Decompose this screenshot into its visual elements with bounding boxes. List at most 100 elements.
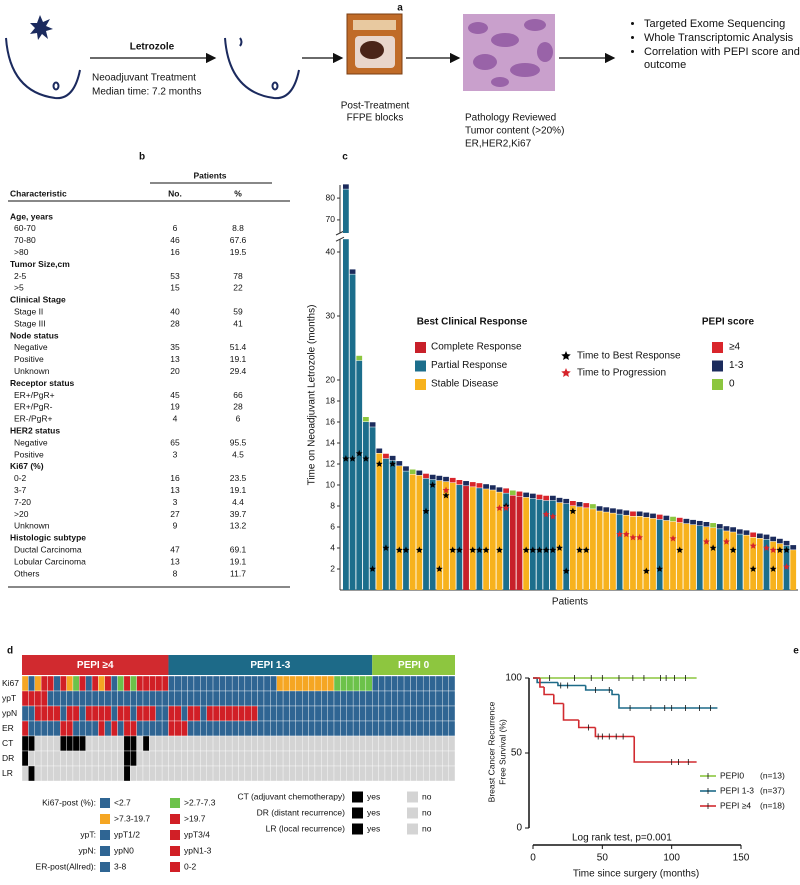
bar: [756, 538, 763, 590]
heatmap-cell: [72, 735, 80, 752]
pepi-cap: [523, 492, 530, 498]
heatmap-cell: [28, 690, 35, 707]
legend-label: PEPI 1-3: [720, 785, 754, 795]
bar: [403, 471, 409, 590]
table-cell: 23.5: [230, 473, 247, 483]
heatmap-cell: [168, 705, 175, 722]
heatmap-cell: [66, 690, 74, 707]
table-cell: 69.1: [230, 544, 247, 554]
y-tick-label: 18: [326, 395, 336, 405]
heatmap-cell: [91, 750, 99, 767]
heatmap-cell: [435, 690, 443, 707]
heatmap-cell: [295, 765, 303, 782]
heatmap-cell: [28, 750, 35, 767]
heatmap-cell: [72, 675, 80, 692]
heatmap-cell: [276, 705, 284, 722]
breast-outline: [224, 37, 300, 100]
bar: [456, 485, 463, 590]
heatmap-cell: [104, 675, 112, 692]
heatmap-cell: [308, 750, 316, 767]
heatmap-cell: [442, 750, 449, 767]
heatmap-cell: [21, 675, 29, 692]
heatmap-cell: [123, 675, 131, 692]
heatmap-cell: [282, 765, 290, 782]
pepi-cap: [516, 491, 523, 497]
table-cell: Unknown: [14, 521, 50, 531]
heatmap-cell: [422, 750, 430, 767]
bar: [549, 500, 556, 590]
nipple: [52, 81, 60, 91]
table-cell: 46: [170, 235, 180, 245]
pepi-cap: [730, 527, 737, 532]
heatmap-cell: [28, 765, 35, 782]
heatmap-cell: [295, 705, 303, 722]
pepi-cap: [449, 477, 456, 483]
best-response-marker: [389, 460, 397, 467]
heatmap-cell: [85, 690, 93, 707]
best-response-marker: [362, 455, 370, 462]
heatmap-cell: [244, 690, 252, 707]
heatmap-cell: [308, 690, 316, 707]
heatmap-cell: [251, 690, 258, 707]
table-cell: 39.7: [230, 509, 247, 519]
heatmap-cell: [270, 750, 277, 767]
heatmap-cell: [263, 765, 271, 782]
heatmap-cell: [352, 690, 360, 707]
legend-label: >2.7-7.3: [184, 797, 216, 807]
bar: [676, 522, 683, 590]
heatmap-cell: [142, 690, 150, 707]
block-caption: Post-Treatment: [341, 101, 410, 112]
progression-marker: [723, 538, 730, 545]
table-cell: Lobular Carcinoma: [14, 556, 86, 566]
best-response-marker: [496, 546, 503, 554]
y-tick-label: 20: [326, 374, 336, 384]
heatmap-cell: [60, 675, 67, 692]
y-axis-title: Time on Neoadjuvant Letrozole (months): [307, 305, 318, 486]
legend-swatch: [712, 379, 723, 390]
table-cell: Negative: [14, 437, 48, 447]
best-response-marker: [375, 460, 383, 467]
heatmap-cell: [155, 720, 163, 737]
pepi-cap: [436, 475, 443, 481]
progression-marker: [763, 544, 770, 551]
pepi-cap: [670, 516, 676, 522]
heatmap-cell: [212, 675, 220, 692]
table-cell: 13: [170, 354, 180, 364]
table-cell: 15: [170, 283, 180, 293]
legend-label: Stable Disease: [431, 379, 499, 390]
legend-label: (n=37): [760, 785, 785, 795]
y-tick-label: 30: [326, 310, 336, 320]
heatmap-cell: [397, 765, 405, 782]
block-label: [353, 20, 396, 30]
y-axis-title: Free Survival (%): [497, 719, 507, 785]
best-response-marker: [355, 449, 363, 457]
heatmap-cell: [206, 705, 214, 722]
best-response-marker: [769, 565, 777, 572]
table-cell: Positive: [14, 354, 44, 364]
heatmap-cell: [187, 720, 195, 737]
table-section: Node status: [10, 330, 59, 340]
heatmap-cell: [251, 735, 258, 752]
heatmap-cell: [60, 750, 67, 767]
bar: [523, 497, 530, 590]
legend-swatch: [100, 798, 110, 808]
heatmap-cell: [117, 705, 125, 722]
block-tumor: [360, 41, 384, 59]
heatmap-cell: [282, 750, 290, 767]
heatmap-cell: [91, 690, 99, 707]
table-cell: 47: [170, 544, 180, 554]
bar: [703, 527, 710, 590]
heatmap-cell: [28, 705, 35, 722]
heatmap-cell: [327, 690, 335, 707]
legend-swatch: [352, 791, 363, 803]
table-section: Clinical Stage: [10, 295, 66, 305]
heatmap-cell: [149, 765, 156, 782]
panel-label: b: [139, 152, 145, 163]
heatmap-cell: [206, 690, 214, 707]
heatmap-cell: [225, 735, 233, 752]
legend-label: >7.3-19.7: [114, 813, 150, 823]
pepi-cap: [563, 498, 570, 504]
analysis-item: Targeted Exome Sequencing: [644, 18, 800, 31]
heatmap-cell: [53, 690, 61, 707]
heatmap-cell: [263, 690, 271, 707]
